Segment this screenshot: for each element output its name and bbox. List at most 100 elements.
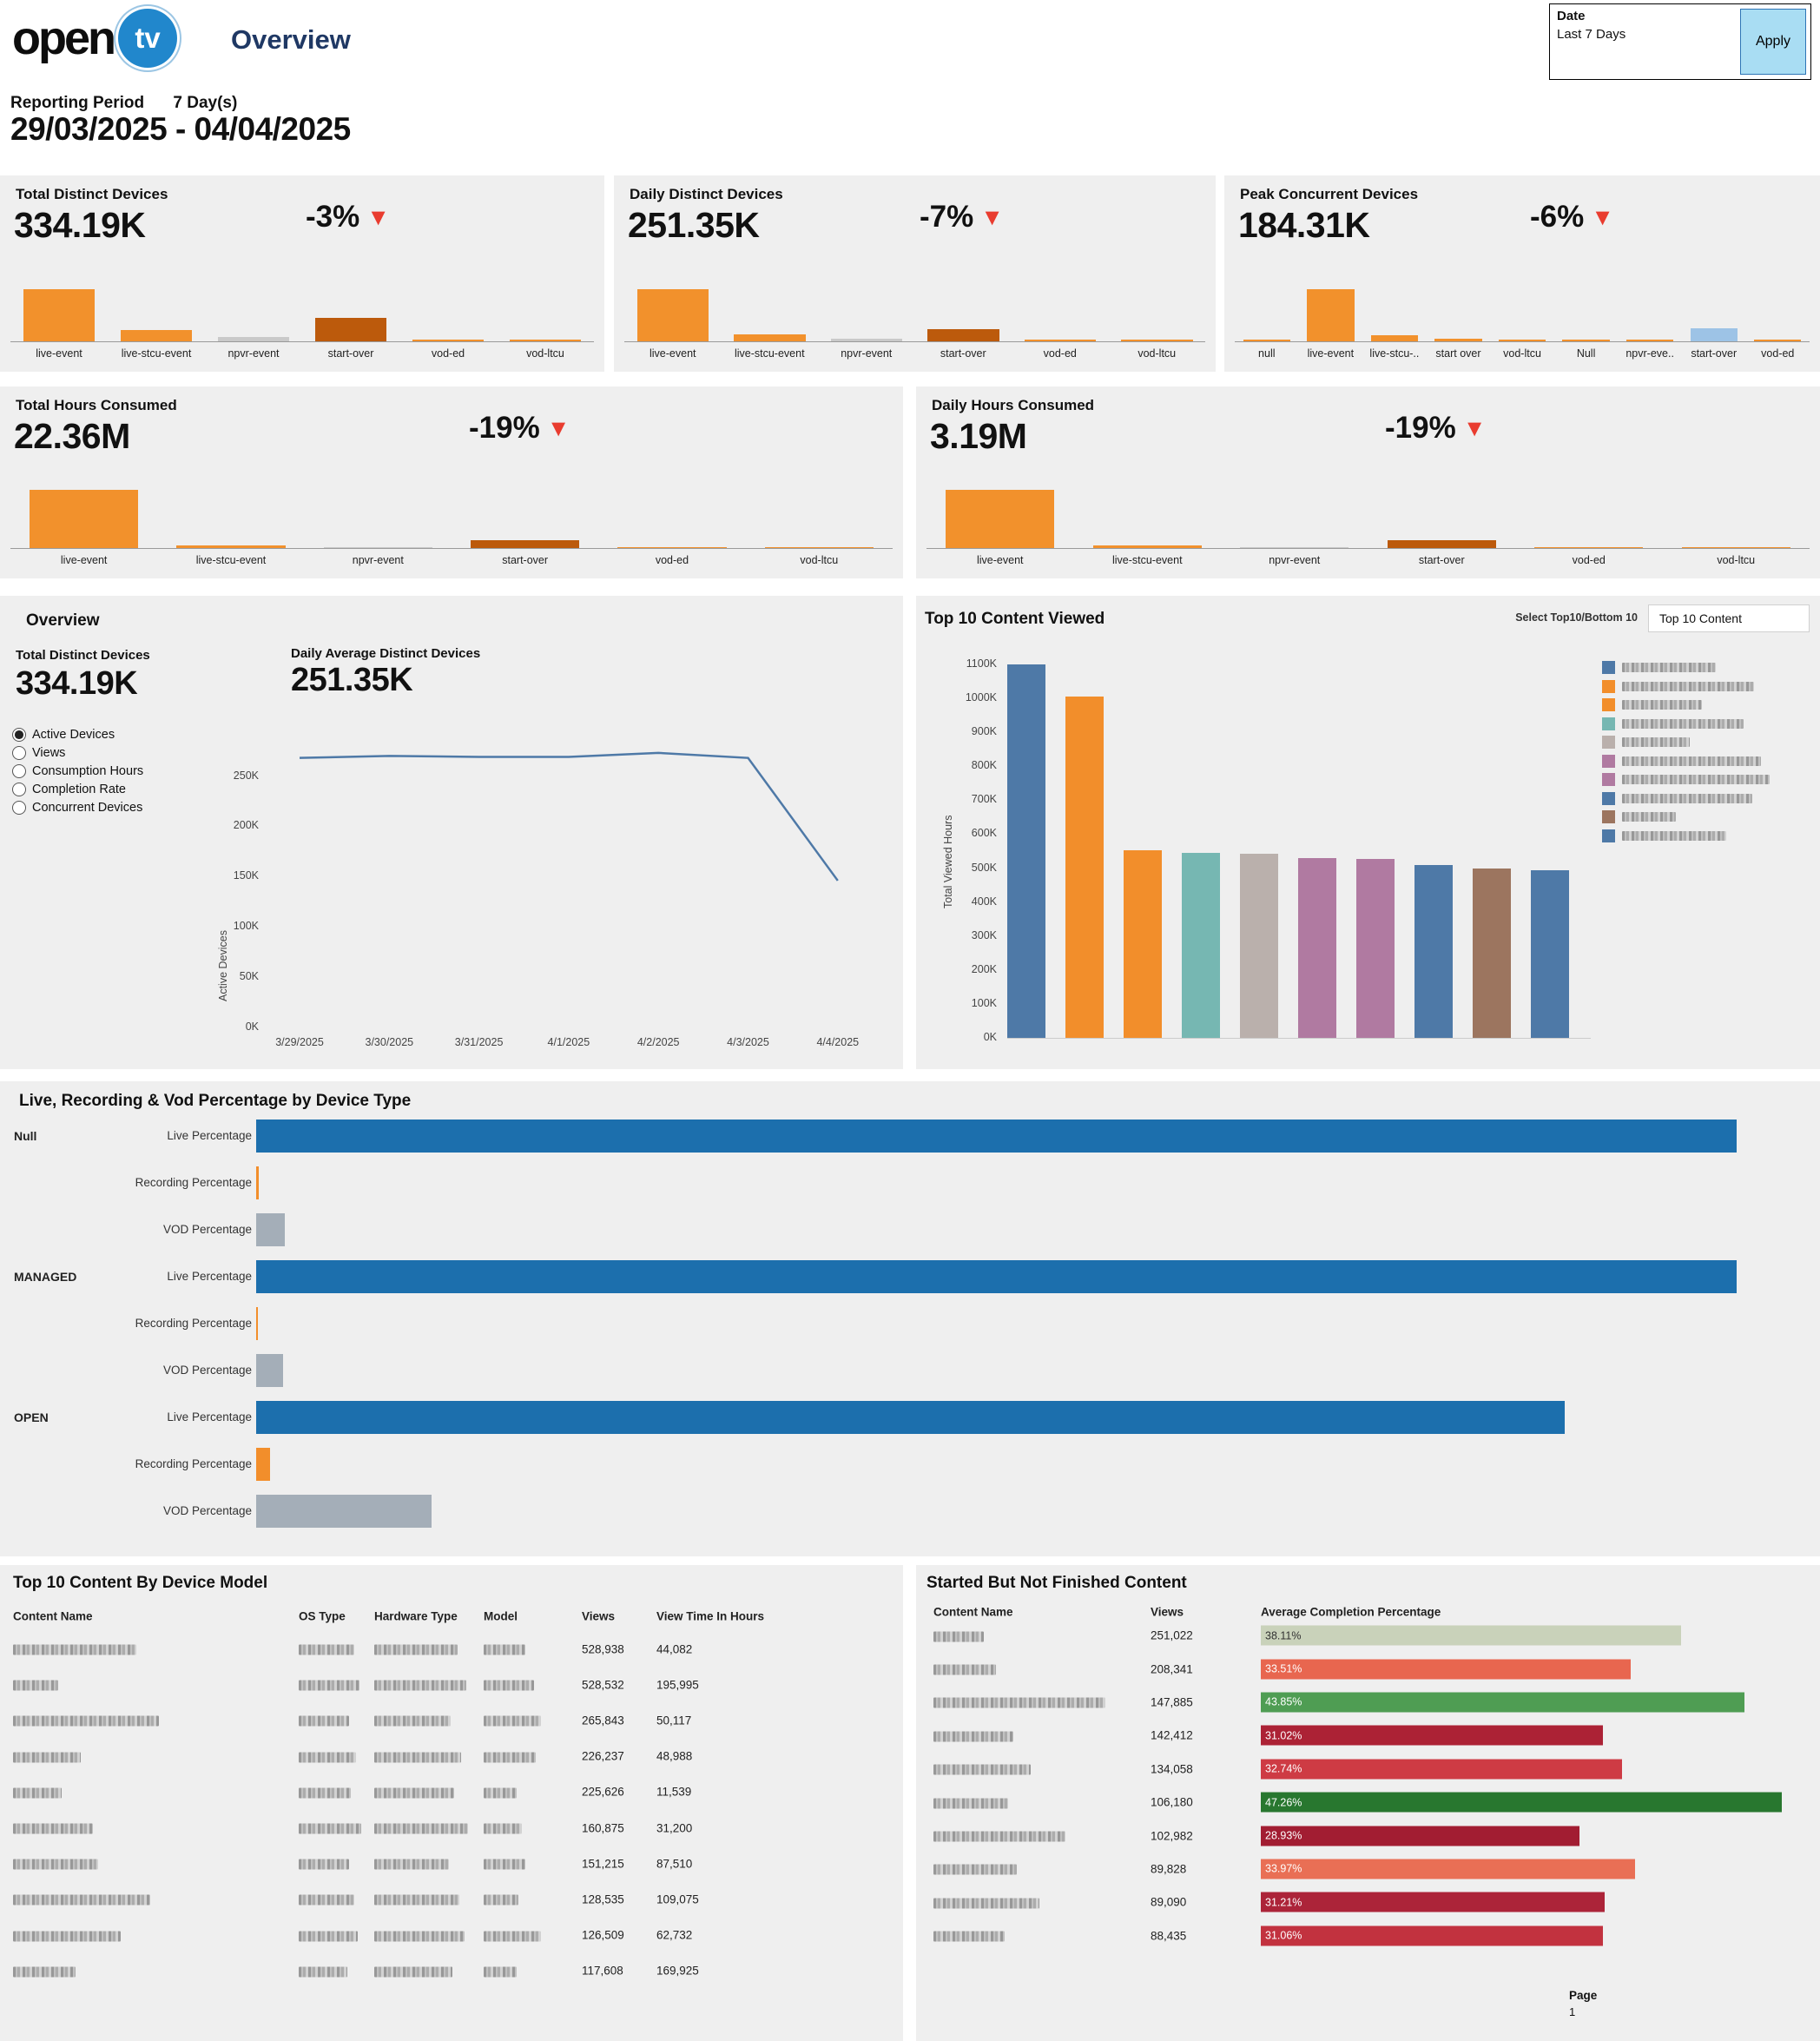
total-devices-value: 334.19K — [16, 665, 138, 702]
percentage-row-label: Recording Percentage — [135, 1457, 252, 1470]
os-type-redacted — [299, 1714, 349, 1727]
mini-chart-slot: live-stcu-.. — [1362, 279, 1427, 360]
column-header-content-name: Content Name — [13, 1609, 93, 1623]
mini-chart-slot: vod-ltcu — [746, 485, 893, 566]
apply-button[interactable]: Apply — [1740, 9, 1806, 75]
date-range-select[interactable]: Last 7 Days — [1557, 27, 1626, 42]
bar-label: live-event — [60, 554, 108, 566]
metric-radio-consumption-hours[interactable]: Consumption Hours — [12, 764, 143, 778]
mini-chart-slot: live-stcu-event — [108, 279, 205, 360]
kpi-mini-bar-chart: live-event live-stcu-event npvr-event start… — [10, 485, 893, 566]
metric-radio-concurrent-devices[interactable]: Concurrent Devices — [12, 801, 143, 815]
table-row: 102,982 28.93% — [916, 1819, 1820, 1852]
redacted-text — [299, 1859, 349, 1870]
kpi-delta-value: -19% — [1385, 411, 1456, 445]
bar-null — [1562, 340, 1610, 341]
mini-chart-slot: vod-ed — [1515, 485, 1663, 566]
content-name-redacted — [13, 1965, 76, 1978]
bar-vod-ed — [412, 340, 485, 341]
kpi-total-hours-consumed: Total Hours Consumed 22.36M -19% ▼ live-… — [0, 386, 903, 578]
x-axis-tick: 4/3/2025 — [727, 1036, 769, 1048]
percentage-row-label: Recording Percentage — [135, 1176, 252, 1189]
mini-chart-slot: npvr-eve.. — [1618, 279, 1682, 360]
bar-label: vod-ltcu — [526, 347, 564, 360]
kpi-value: 334.19K — [14, 205, 146, 245]
metric-radio-views[interactable]: Views — [12, 746, 143, 760]
y-axis-tick: 700K — [971, 793, 997, 806]
content-bar[interactable] — [1473, 869, 1511, 1038]
bar-label: live-stcu-event — [195, 554, 267, 566]
mini-chart-slot: live-event — [1299, 279, 1363, 360]
percentage-bar — [256, 1120, 1738, 1153]
bar-live-stcu-event — [176, 545, 286, 548]
y-axis-tick: 150K — [233, 869, 259, 882]
redacted-text — [13, 1787, 62, 1799]
column-header-avg-completion: Average Completion Percentage — [1261, 1605, 1441, 1619]
view-time-value: 50,117 — [656, 1714, 692, 1727]
y-axis-tick: 200K — [971, 962, 997, 975]
content-name-redacted — [13, 1642, 136, 1655]
content-bar[interactable] — [1414, 864, 1453, 1038]
kpi-title: Daily Distinct Devices — [630, 186, 783, 202]
completion-percentage: 31.21% — [1265, 1896, 1302, 1909]
content-bar[interactable] — [1124, 850, 1162, 1038]
metric-radio-completion-rate[interactable]: Completion Rate — [12, 783, 143, 796]
table-row: 528,532 195,995 — [0, 1667, 903, 1702]
content-bar[interactable] — [1240, 854, 1278, 1038]
hardware-type-redacted — [374, 1929, 465, 1942]
redacted-text — [1622, 775, 1770, 785]
header: open tv Overview Date Last 7 Days Apply — [0, 0, 1820, 83]
table-row: 142,412 31.02% — [916, 1719, 1820, 1752]
bar-live-stcu- — [1370, 335, 1419, 341]
views-value: 126,509 — [582, 1928, 624, 1942]
column-header-view-time: View Time In Hours — [656, 1609, 765, 1623]
bar-vod-ltcu — [764, 547, 874, 548]
percentage-bar — [256, 1401, 1565, 1434]
legend-item — [1602, 677, 1770, 697]
percentage-bar — [256, 1495, 432, 1528]
kpi-mini-bar-chart: null live-event live-stcu-.. start over vod-… — [1235, 279, 1810, 360]
bar-label: start-over — [940, 347, 986, 360]
redacted-text — [484, 1859, 525, 1870]
metric-radio-active-devices[interactable]: Active Devices — [12, 728, 143, 742]
bar-label: vod-ltcu — [1138, 347, 1177, 360]
content-name-redacted — [933, 1896, 1039, 1909]
view-time-value: 48,988 — [656, 1749, 693, 1763]
percentage-row-label: VOD Percentage — [162, 1364, 252, 1377]
top10-bottom10-dropdown[interactable]: Top 10 Content — [1648, 604, 1810, 632]
content-bar[interactable] — [1531, 869, 1569, 1038]
y-axis-tick: 50K — [239, 970, 259, 983]
y-axis-tick: 0K — [983, 1031, 997, 1043]
hardware-type-redacted — [374, 1642, 458, 1655]
line-series — [299, 751, 839, 882]
redacted-text — [13, 1752, 81, 1763]
column-header-views: Views — [1151, 1605, 1184, 1619]
view-time-value: 87,510 — [656, 1857, 693, 1871]
completion-bar: 31.21% — [1261, 1892, 1606, 1912]
content-bar[interactable] — [1356, 859, 1395, 1038]
model-redacted — [484, 1857, 525, 1870]
x-axis-tick: 3/30/2025 — [365, 1036, 414, 1048]
completion-bar: 38.11% — [1261, 1625, 1681, 1646]
os-type-redacted — [299, 1786, 351, 1799]
content-bar[interactable] — [1298, 857, 1336, 1038]
kpi-value: 22.36M — [14, 416, 130, 456]
y-axis-tick: 400K — [971, 895, 997, 908]
content-bar[interactable] — [1182, 852, 1220, 1038]
total-devices-label: Total Distinct Devices — [16, 648, 150, 663]
page-number[interactable]: 1 — [1569, 2005, 1576, 2018]
table-row: 134,058 32.74% — [916, 1753, 1820, 1786]
down-triangle-icon: ▼ — [366, 203, 390, 230]
bar-vod-ltcu — [1121, 340, 1193, 341]
overview-panel: Overview Total Distinct Devices 334.19K … — [0, 596, 903, 1069]
down-triangle-icon: ▼ — [1462, 414, 1487, 441]
daily-avg-value: 251.35K — [291, 662, 413, 698]
redacted-text — [13, 1823, 93, 1834]
os-type-redacted — [299, 1857, 349, 1870]
kpi-total-distinct-devices: Total Distinct Devices 334.19K -3% ▼ liv… — [0, 175, 604, 372]
bar-label: npvr-event — [228, 347, 280, 360]
redacted-text — [374, 1715, 451, 1727]
content-bar[interactable] — [1065, 697, 1104, 1038]
content-bar[interactable] — [1007, 664, 1045, 1038]
